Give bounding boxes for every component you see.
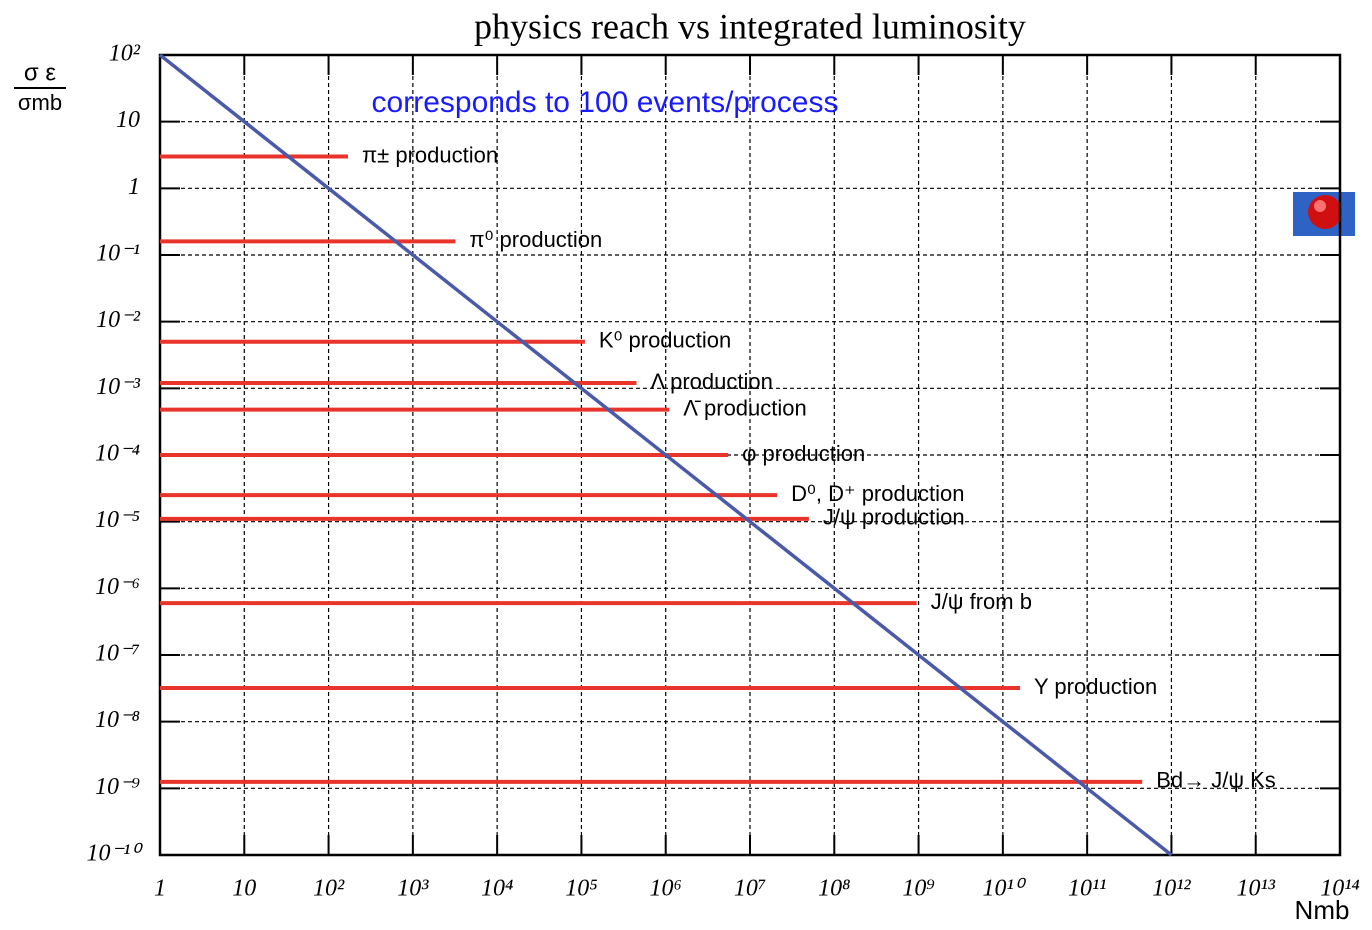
- x-tick-label: 10⁹: [902, 876, 934, 902]
- x-tick-label: 10¹³: [1237, 876, 1276, 902]
- process-label: Υ production: [1034, 674, 1157, 699]
- y-tick-label: 10⁻¹: [96, 241, 140, 267]
- process-label: Λ̄ production: [683, 395, 807, 420]
- y-tick-label: 10⁻⁷: [95, 641, 140, 667]
- icon: [1293, 192, 1355, 236]
- y-tick-label: 1: [128, 174, 140, 200]
- y-tick-label: 10⁻⁸: [95, 707, 140, 733]
- process-label: J/ψ production: [823, 505, 965, 530]
- process-label: φ production: [742, 441, 865, 466]
- y-tick-label: 10⁻²: [96, 307, 141, 333]
- x-tick-label: 10⁷: [734, 876, 766, 902]
- process-label: K⁰ production: [599, 328, 731, 353]
- y-tick-label: 10⁻⁵: [95, 507, 140, 533]
- x-tick-label: 10⁶: [650, 876, 682, 902]
- x-axis-label: Nmb: [1295, 895, 1350, 925]
- x-tick-label: 10¹¹: [1068, 876, 1106, 902]
- x-tick-label: 10⁸: [818, 876, 850, 902]
- y-tick-label: 10⁻³: [96, 374, 141, 400]
- y-tick-label: 10⁻⁶: [95, 574, 140, 600]
- x-tick-label: 1: [154, 876, 166, 902]
- chart-title: physics reach vs integrated luminosity: [474, 6, 1026, 46]
- process-label: J/ψ from b: [931, 589, 1032, 614]
- y-tick-label: 10: [116, 107, 140, 133]
- y-tick-label: 10²: [109, 41, 141, 67]
- process-label: D⁰, D⁺ production: [791, 481, 964, 506]
- x-tick-label: 10²: [313, 876, 345, 902]
- x-tick-label: 10⁴: [481, 876, 513, 902]
- x-tick-label: 10⁵: [565, 876, 597, 902]
- x-tick-label: 10³: [397, 876, 429, 902]
- y-axis-label-denominator: σmb: [18, 90, 62, 115]
- reach-line: [158, 53, 1173, 857]
- y-tick-label: 10⁻⁹: [95, 774, 140, 800]
- process-label: π⁰ production: [469, 227, 602, 252]
- x-tick-label: 10¹⁰: [982, 876, 1026, 902]
- annotation: corresponds to 100 events/process: [372, 86, 839, 119]
- process-label: Bd→ J/ψ Ks: [1156, 768, 1276, 793]
- y-tick-label: 10⁻¹⁰: [87, 841, 144, 867]
- process-label: Λ production: [650, 369, 772, 394]
- process-label: π± production: [362, 142, 498, 167]
- x-tick-label: 10: [232, 876, 256, 902]
- y-axis-label-numerator: σ ε: [24, 59, 56, 86]
- y-tick-label: 10⁻⁴: [95, 441, 140, 467]
- x-tick-label: 10¹⁴: [1320, 876, 1360, 902]
- x-tick-label: 10¹²: [1152, 876, 1191, 902]
